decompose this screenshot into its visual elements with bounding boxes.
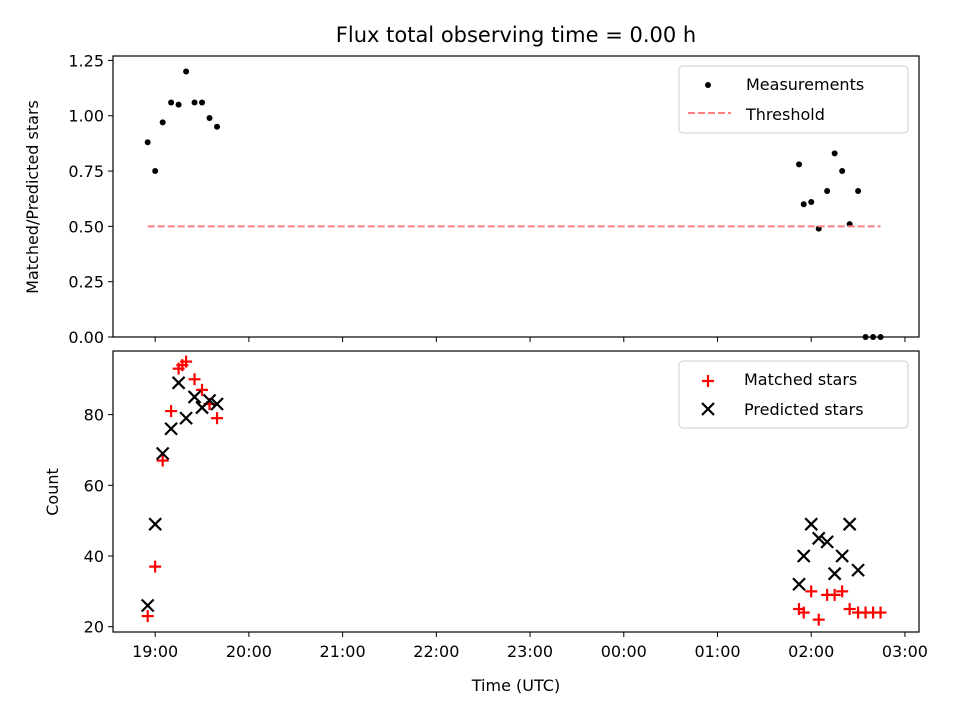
measurement-point <box>183 68 190 75</box>
matched-star-point <box>141 610 154 623</box>
top-y-tick-label: 1.25 <box>68 51 104 70</box>
matched-star-point <box>874 606 887 619</box>
predicted-stars-series <box>140 376 865 613</box>
bottom-y-tick-label: 40 <box>84 547 104 566</box>
legend-label-measurements: Measurements <box>746 75 864 94</box>
bottom-legend-box <box>678 360 909 429</box>
legend-marker-measurements <box>705 82 711 88</box>
top-y-axis-label: Matched/Predicted stars <box>23 100 42 294</box>
predicted-star-point <box>842 517 857 531</box>
matched-star-point <box>797 606 810 619</box>
bottom-y-tick-label: 80 <box>84 406 104 425</box>
measurement-point <box>808 199 815 206</box>
matched-star-point <box>156 454 169 467</box>
predicted-star-point <box>804 517 818 531</box>
top-x-axis <box>154 337 906 342</box>
top-plot-frame <box>112 55 920 338</box>
matched-star-point <box>211 412 224 425</box>
bottom-y-tick-label: 60 <box>84 476 104 495</box>
legend-label-threshold: Threshold <box>745 105 825 124</box>
predicted-star-point <box>187 390 202 404</box>
matched-star-point <box>836 585 849 598</box>
predicted-star-point <box>148 517 162 531</box>
bottom-legend: Matched stars Predicted stars <box>678 360 909 429</box>
predicted-star-point <box>202 393 217 408</box>
predicted-star-point <box>210 397 224 411</box>
top-y-axis: 0.00 0.25 0.50 0.75 1.00 1.25 <box>68 51 113 347</box>
predicted-star-point <box>811 531 826 546</box>
predicted-star-point <box>835 549 849 563</box>
bottom-panel: 20 40 60 80 19:00 20:00 21:00 22:00 23:00 00:00 0… <box>43 350 928 695</box>
x-tick-label: 23:00 <box>507 642 553 661</box>
matched-star-point <box>843 603 856 616</box>
top-y-tick-label: 0.25 <box>68 273 104 292</box>
measurement-point <box>191 99 198 106</box>
chart-title: Flux total observing time = 0.00 h <box>336 23 696 47</box>
predicted-star-point <box>792 577 806 592</box>
legend-label-matched: Matched stars <box>744 370 857 389</box>
matched-star-point <box>188 373 201 386</box>
legend-marker-predicted <box>701 402 715 416</box>
predicted-star-point <box>179 411 193 425</box>
top-legend-box <box>678 65 909 134</box>
bottom-y-tick-label: 20 <box>84 618 104 637</box>
measurement-point <box>144 139 151 146</box>
x-tick-label: 00:00 <box>601 642 647 661</box>
measurement-point <box>796 161 803 168</box>
legend-label-predicted: Predicted stars <box>744 400 864 419</box>
bottom-x-axis: 19:00 20:00 21:00 22:00 23:00 00:00 01:00 02:00… <box>132 632 928 661</box>
matched-star-point <box>812 613 825 626</box>
measurement-point <box>800 201 807 208</box>
measurement-point <box>152 168 159 175</box>
matched-star-point <box>196 383 209 396</box>
measurement-point <box>839 168 846 175</box>
predicted-star-point <box>164 421 178 436</box>
legend-marker-matched <box>702 375 714 387</box>
x-tick-label: 19:00 <box>132 642 178 661</box>
matched-star-point <box>828 588 841 601</box>
measurement-point <box>159 119 166 126</box>
measurement-point <box>175 101 182 108</box>
x-tick-label: 20:00 <box>226 642 272 661</box>
predicted-star-point <box>820 535 834 549</box>
top-panel: 0.00 0.25 0.50 0.75 1.00 1.25 Matched/Predict… <box>23 51 920 347</box>
top-y-tick-label: 0.00 <box>68 328 104 347</box>
x-tick-label: 22:00 <box>413 642 459 661</box>
x-axis-label: Time (UTC) <box>471 676 560 695</box>
matched-star-point <box>149 560 162 573</box>
top-legend: Measurements Threshold <box>678 65 909 134</box>
measurement-point <box>831 150 838 157</box>
top-y-tick-label: 0.50 <box>68 217 104 236</box>
x-tick-label: 03:00 <box>882 642 928 661</box>
top-y-tick-label: 1.00 <box>68 107 104 126</box>
x-tick-label: 01:00 <box>694 642 740 661</box>
matched-star-point <box>165 405 178 418</box>
measurements-series <box>144 68 884 340</box>
measurement-point <box>855 187 862 194</box>
bottom-y-axis-label: Count <box>43 468 62 516</box>
x-tick-label: 02:00 <box>788 642 834 661</box>
bottom-y-axis: 20 40 60 80 <box>84 406 113 637</box>
measurement-point <box>199 99 206 106</box>
measurement-point <box>206 114 213 121</box>
predicted-star-point <box>851 563 865 577</box>
bottom-plot-frame <box>112 350 920 633</box>
x-tick-label: 21:00 <box>320 642 366 661</box>
predicted-star-point <box>155 446 170 461</box>
measurement-point <box>168 99 175 106</box>
predicted-star-point <box>171 376 186 390</box>
matched-star-point <box>805 585 818 598</box>
measurement-point <box>214 123 221 130</box>
matched-star-point <box>180 355 193 368</box>
measurement-point <box>824 187 831 194</box>
predicted-star-point <box>140 598 155 613</box>
predicted-star-point <box>796 549 811 563</box>
top-y-tick-label: 0.75 <box>68 162 104 181</box>
predicted-star-point <box>827 566 842 581</box>
